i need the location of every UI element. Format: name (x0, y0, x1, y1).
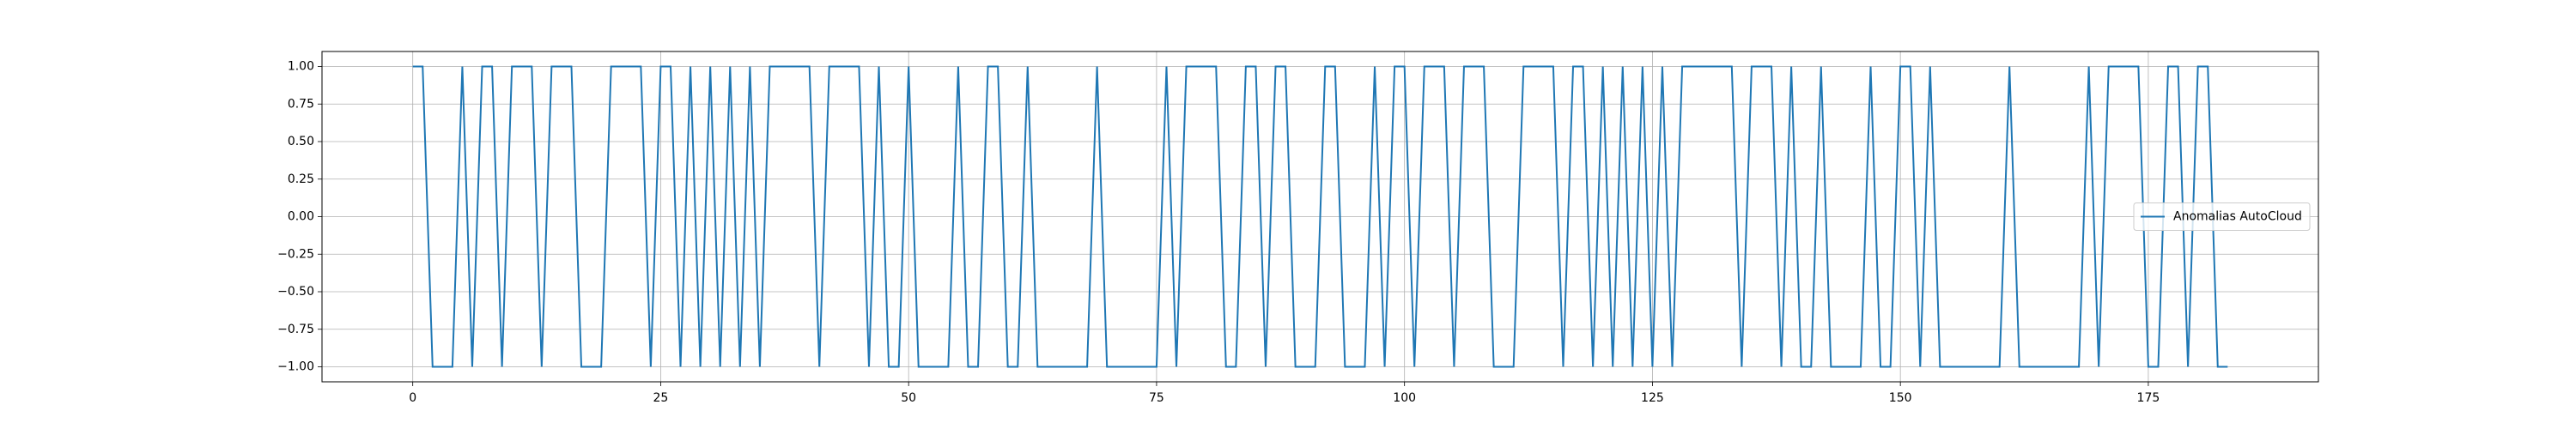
x-tick-label: 50 (901, 391, 916, 405)
y-tick-label: −1.00 (277, 360, 314, 374)
legend: Anomalias AutoCloud (2133, 202, 2311, 231)
data-line (412, 65, 2228, 368)
y-tick-label: 0.75 (288, 97, 314, 111)
x-tick-label: 125 (1641, 391, 1664, 405)
y-tick-label: 1.00 (288, 60, 314, 74)
x-tick-label: 100 (1393, 391, 1416, 405)
y-tick-label: −0.50 (277, 285, 314, 299)
plot-frame (321, 51, 2319, 383)
y-tick-label: −0.75 (277, 323, 314, 336)
x-tick-label: 175 (2137, 391, 2160, 405)
y-tick-label: 0.25 (288, 172, 314, 186)
y-tick-label: 0.00 (288, 210, 314, 224)
legend-box (2133, 202, 2311, 231)
x-tick-label: 0 (409, 391, 416, 405)
x-tick-label: 75 (1149, 391, 1164, 405)
x-tick-label: 25 (653, 391, 669, 405)
legend-label: Anomalias AutoCloud (2173, 210, 2302, 224)
y-tick-label: −0.25 (277, 247, 314, 261)
y-tick-label: 0.50 (288, 135, 314, 148)
x-tick-label: 150 (1889, 391, 1912, 405)
